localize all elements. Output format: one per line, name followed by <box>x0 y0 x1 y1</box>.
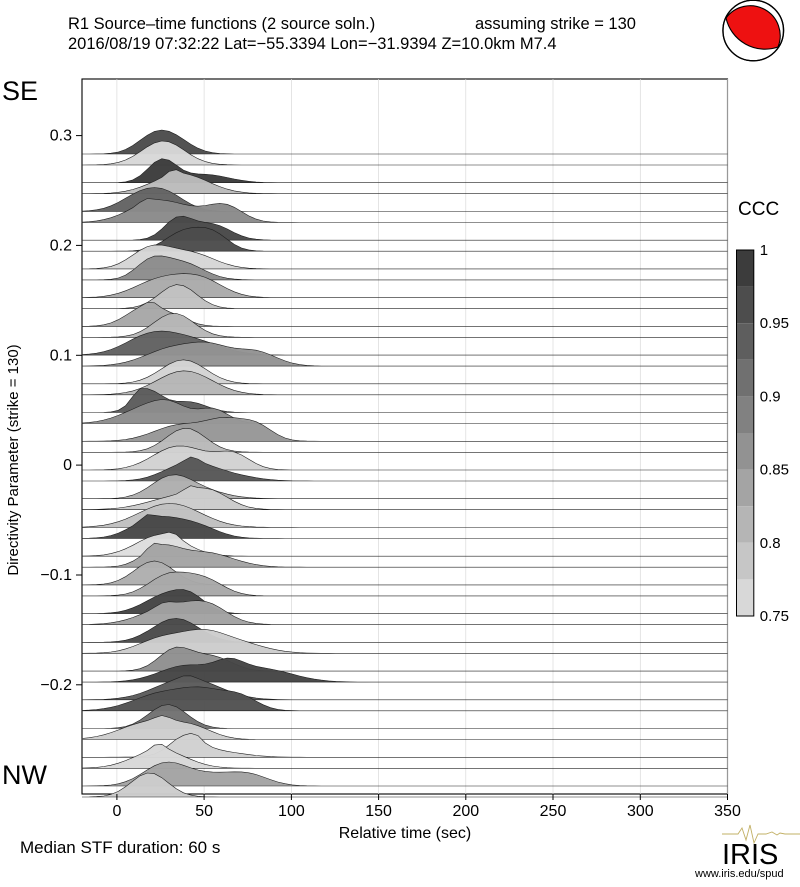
svg-text:350: 350 <box>714 803 741 820</box>
svg-text:0.3: 0.3 <box>50 128 72 145</box>
svg-text:www.iris.edu/spud: www.iris.edu/spud <box>694 868 784 880</box>
svg-text:Relative time (sec): Relative time (sec) <box>339 825 471 842</box>
svg-text:0.95: 0.95 <box>760 315 789 332</box>
svg-text:Directivity Parameter (strike: Directivity Parameter (strike = 130) <box>5 344 22 575</box>
svg-text:250: 250 <box>540 803 567 820</box>
svg-text:0.8: 0.8 <box>760 535 781 552</box>
svg-text:0: 0 <box>112 803 121 820</box>
svg-text:2016/08/19 07:32:22 Lat=−55.3: 2016/08/19 07:32:22 Lat=−55.3394 Lon=−31… <box>68 35 557 53</box>
svg-text:SE: SE <box>2 76 38 106</box>
svg-text:0.9: 0.9 <box>760 388 781 405</box>
svg-text:−0.2: −0.2 <box>40 677 72 694</box>
svg-text:NW: NW <box>2 760 47 790</box>
svg-text:0.75: 0.75 <box>760 608 789 625</box>
svg-text:1: 1 <box>760 242 768 259</box>
svg-text:Median STF duration: 60 s: Median STF duration: 60 s <box>20 838 220 857</box>
svg-text:300: 300 <box>627 803 654 820</box>
svg-text:0.1: 0.1 <box>50 347 72 364</box>
svg-text:−0.1: −0.1 <box>40 567 72 584</box>
svg-text:R1 Source–time functions (2 so: R1 Source–time functions (2 source soln.… <box>68 15 375 33</box>
svg-text:assuming strike = 130: assuming strike = 130 <box>475 15 636 33</box>
svg-text:200: 200 <box>452 803 479 820</box>
svg-text:IRIS: IRIS <box>722 839 778 871</box>
svg-text:50: 50 <box>195 803 213 820</box>
svg-text:CCC: CCC <box>738 199 779 220</box>
svg-text:150: 150 <box>365 803 392 820</box>
svg-text:0.85: 0.85 <box>760 462 789 479</box>
svg-text:0: 0 <box>63 457 72 474</box>
svg-text:100: 100 <box>278 803 305 820</box>
svg-text:0.2: 0.2 <box>50 237 72 254</box>
